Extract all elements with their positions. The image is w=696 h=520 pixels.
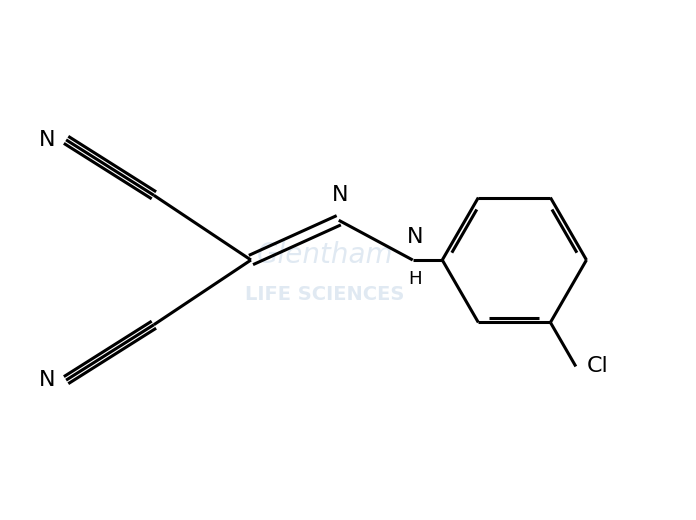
- Text: Cl: Cl: [587, 357, 609, 376]
- Text: Glentham: Glentham: [257, 241, 393, 269]
- Text: N: N: [333, 185, 349, 204]
- Text: N: N: [38, 370, 55, 390]
- Text: N: N: [38, 130, 55, 150]
- Text: LIFE SCIENCES: LIFE SCIENCES: [245, 284, 404, 304]
- Text: H: H: [409, 270, 422, 288]
- Text: N: N: [407, 227, 424, 247]
